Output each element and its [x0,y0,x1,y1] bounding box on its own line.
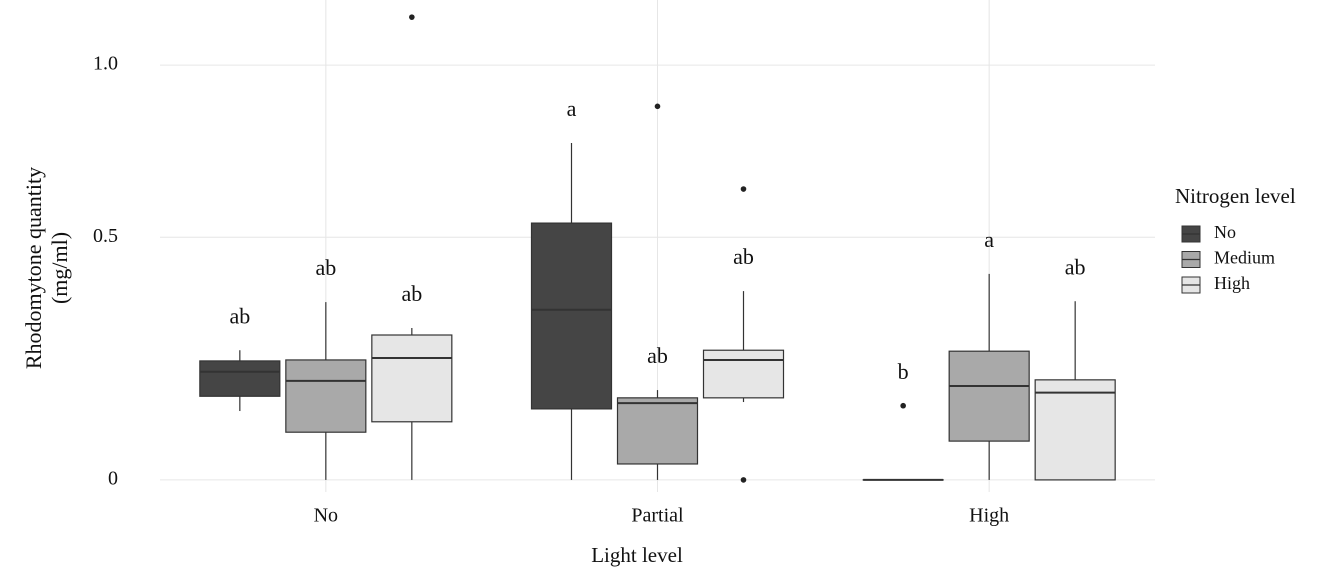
box [199,360,281,397]
x-tick-label: Partial [631,505,684,527]
x-tick-label: No [314,505,338,527]
box [702,349,785,399]
y-axis-title-line: Rhodomytone quantity [21,167,46,369]
y-axis-title-line: (mg/ml) [47,232,72,304]
legend-label: High [1214,273,1250,293]
y-tick-label: 0 [108,468,118,490]
outlier [740,186,747,192]
group-letter: ab [229,303,250,328]
legend-title: Nitrogen level [1175,184,1296,208]
group-letter: ab [401,281,422,306]
legend-label: Medium [1214,248,1275,268]
group-letter: ab [315,255,336,280]
group-letter: ab [1065,254,1086,279]
group-letter: a [567,96,577,121]
group-letter: b [898,359,909,384]
y-tick-label: 0.5 [93,225,118,247]
box [530,222,613,410]
legend-label: No [1214,222,1236,242]
group-letter: a [984,227,994,252]
x-tick-label: High [969,505,1009,527]
y-tick-label: 1.0 [93,53,118,75]
outlier [654,103,661,110]
box [616,397,699,465]
y-axis-title: Rhodomytone quantity (mg/ml) [21,167,72,369]
box [371,334,453,423]
outlier [740,477,747,483]
x-axis-title: Light level [591,543,683,567]
outlier [409,14,415,20]
box [948,350,1030,442]
group-letter: ab [733,244,754,269]
group-letter: ab [647,343,668,368]
outlier [900,402,906,409]
box [1034,379,1116,481]
box [285,359,367,433]
